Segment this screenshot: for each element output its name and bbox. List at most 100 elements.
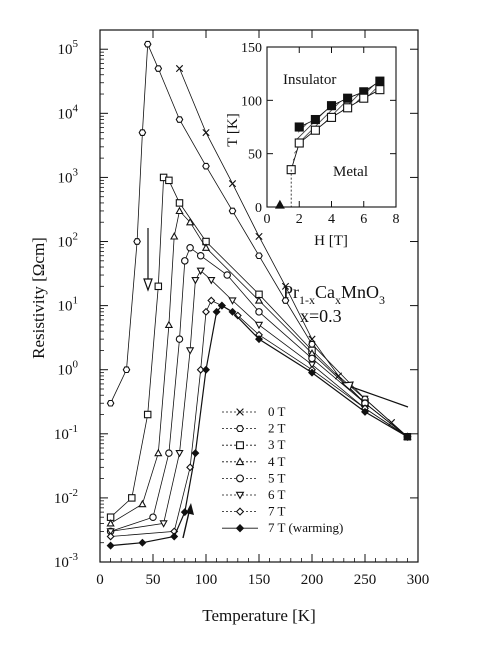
data-point <box>254 296 264 304</box>
inset-x-tick-label: 2 <box>296 212 303 227</box>
data-point <box>308 368 316 377</box>
data-point <box>122 366 131 374</box>
data-point <box>175 206 184 215</box>
data-point <box>217 301 226 310</box>
legend-item-4-t: 4 T <box>222 454 286 469</box>
series-line <box>110 176 408 518</box>
data-point <box>228 297 237 305</box>
data-point <box>149 513 157 521</box>
legend-marker <box>235 425 245 433</box>
data-point <box>138 499 147 508</box>
data-point <box>128 494 136 502</box>
formula-mid: Ca <box>315 282 335 302</box>
data-point <box>202 365 210 374</box>
formula-end: MnO <box>341 282 379 302</box>
x-tick-label: 150 <box>248 572 271 588</box>
legend-label: 3 T <box>268 437 286 452</box>
legend-marker <box>236 474 244 483</box>
legend-item-5-t: 5 T <box>222 470 286 485</box>
y-tick-exponent: 5 <box>73 38 79 50</box>
data-point <box>255 252 263 260</box>
formula-sub-3: 3 <box>379 293 385 307</box>
legend-label: 5 T <box>268 470 286 485</box>
y-tick-exponent: 4 <box>73 102 79 114</box>
inset-data-point <box>326 112 337 122</box>
x-tick-label: 100 <box>195 572 218 588</box>
inset-series-triangle-filled <box>274 199 285 209</box>
inset-axis-ticks: 0 2 4 6 8 0 50 100 150 <box>241 41 400 227</box>
data-point <box>185 347 195 355</box>
formula-sub-1: 1-x <box>299 293 315 307</box>
data-point <box>138 129 147 136</box>
data-point <box>196 365 205 374</box>
data-point <box>106 528 115 536</box>
data-point <box>159 520 168 528</box>
inset-x-tick-label: 0 <box>264 212 271 227</box>
inset-x-tick-label: 4 <box>328 212 335 227</box>
series-3-t <box>106 173 412 521</box>
data-point <box>228 180 237 188</box>
y-tick-base: 10 <box>54 427 69 443</box>
legend-marker <box>235 524 245 533</box>
data-point <box>254 321 264 330</box>
y-tick-exponent: 2 <box>73 231 79 243</box>
x-tick-label: 300 <box>407 572 430 588</box>
y-tick-exponent: -1 <box>69 423 78 435</box>
x-tick-label: 50 <box>146 572 161 588</box>
data-point <box>175 199 184 207</box>
y-tick-base: 10 <box>58 235 73 251</box>
data-point <box>308 340 316 348</box>
data-point <box>175 64 184 73</box>
data-point <box>228 207 237 215</box>
data-point <box>403 432 412 441</box>
y-tick-exponent: 0 <box>73 359 79 371</box>
arrow-warming-up <box>182 503 194 539</box>
inset-hysteresis-region <box>291 81 380 170</box>
inset-y-tick-label: 150 <box>241 41 262 56</box>
data-point <box>106 532 115 541</box>
y-tick-label: 104 <box>58 102 79 122</box>
inset-y-tick-label: 100 <box>241 94 262 109</box>
series-7-t <box>106 296 412 541</box>
data-point <box>281 297 290 304</box>
y-tick-label: 102 <box>58 231 79 251</box>
data-point <box>154 65 163 72</box>
data-point <box>186 243 194 252</box>
inset-data-point <box>359 93 369 103</box>
series-line <box>110 210 408 524</box>
legend-item-7-t: 7 T <box>222 504 286 519</box>
legend-label: 7 T (warming) <box>268 520 343 535</box>
data-point <box>175 449 184 458</box>
legend-label: 7 T <box>268 504 286 519</box>
arrow-cooling-down <box>143 228 153 292</box>
y-tick-base: 10 <box>58 170 73 186</box>
inset-phase-diagram: 0 2 4 6 8 0 50 100 150 Insulator Metal H [T] T [… <box>225 41 400 249</box>
main-series-group <box>106 40 412 550</box>
inset-y-tick-label: 0 <box>255 201 262 216</box>
data-point <box>175 116 184 123</box>
y-tick-label: 103 <box>58 166 79 186</box>
inset-y-tick-label: 50 <box>248 148 262 163</box>
legend-item-6-t: 6 T <box>222 487 286 502</box>
y-tick-exponent: -2 <box>69 487 78 499</box>
formula-main: Pr <box>283 282 299 302</box>
data-point <box>207 296 216 305</box>
data-point <box>307 361 317 369</box>
inset-series-square-open <box>286 85 385 175</box>
data-point <box>308 354 316 363</box>
y-tick-label: 105 <box>58 38 79 58</box>
inset-series-group <box>274 76 385 209</box>
x-tick-label: 0 <box>96 572 104 588</box>
inset-y-axis-label: T [K] <box>225 113 241 146</box>
data-point <box>106 519 115 527</box>
inset-data-point <box>343 103 353 113</box>
inset-frame-rect <box>266 46 397 208</box>
legend-item-0-t: 0 T <box>222 404 286 419</box>
inset-data-point <box>375 85 385 95</box>
y-tick-exponent: 1 <box>73 295 79 307</box>
data-point <box>185 217 195 226</box>
legend-label: 2 T <box>268 421 286 436</box>
data-point <box>191 276 200 285</box>
